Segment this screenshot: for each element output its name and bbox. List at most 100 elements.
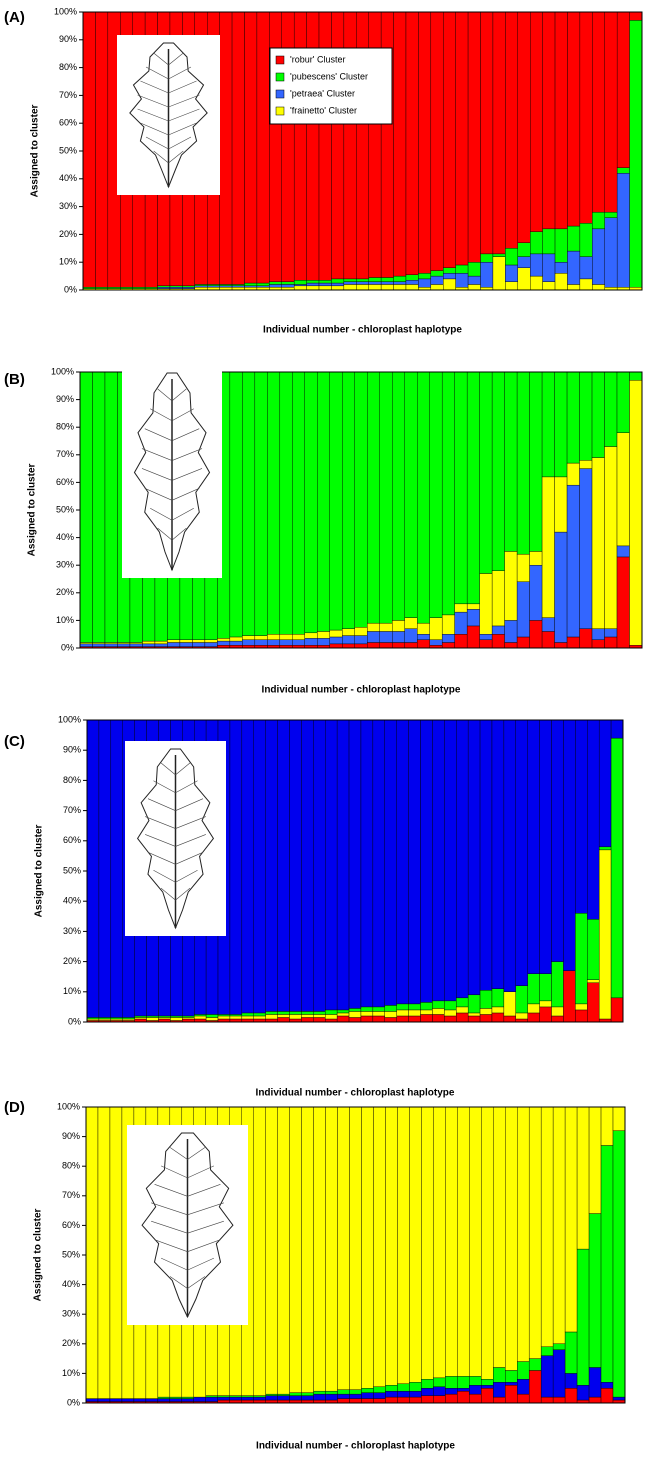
leaf-vein: [145, 66, 192, 80]
bar-segment: [279, 634, 293, 640]
y-tick-label: 40%: [59, 173, 77, 183]
bar-segment: [598, 846, 612, 851]
leaf-vein: [154, 1184, 221, 1197]
bar-segment: [517, 1379, 530, 1395]
bar-segment: [529, 551, 543, 566]
bar-segment: [393, 281, 407, 285]
leaf-vein: [145, 834, 206, 847]
bar-segment: [404, 642, 418, 649]
bar-segment: [104, 371, 118, 643]
bar-segment: [528, 1370, 542, 1404]
bar-segment: [479, 1014, 493, 1023]
bar-segment: [229, 371, 243, 638]
leaf-vein: [151, 1220, 224, 1234]
bar-segment: [530, 11, 543, 232]
bar-segment: [393, 275, 407, 282]
bar-segment: [393, 284, 407, 291]
bar-segment: [306, 280, 320, 284]
bar-segment: [392, 631, 405, 643]
bar-segment: [244, 285, 258, 288]
bar-segment: [454, 371, 468, 605]
bar-segment: [360, 1006, 374, 1012]
bar-segment: [405, 11, 419, 275]
bar-segment: [242, 639, 256, 646]
bar-segment: [493, 1382, 506, 1398]
bar-segment: [129, 643, 143, 647]
bar-segment: [588, 1396, 602, 1404]
bar-segment: [85, 1106, 99, 1399]
bar-segment: [541, 617, 555, 632]
bar-segment: [432, 1014, 445, 1023]
bar-segment: [466, 625, 480, 649]
bar-segment: [467, 1012, 481, 1017]
bar-segment: [313, 1017, 326, 1023]
bar-segment: [455, 264, 469, 274]
bar-segment: [579, 628, 593, 649]
bar-segment: [604, 371, 618, 447]
y-axis-label: Assigned to cluster: [27, 464, 38, 557]
bar-segment: [325, 1390, 338, 1395]
bar-segment: [616, 545, 630, 558]
bar-segment: [98, 1018, 112, 1021]
bar-segment: [418, 273, 432, 280]
bar-segment: [467, 994, 481, 1014]
leaf-vein: [157, 527, 187, 541]
bar-segment: [304, 371, 318, 634]
bar-segment: [134, 1017, 147, 1020]
bar-segment: [379, 622, 393, 632]
bar-segment: [480, 262, 494, 288]
bar-segment: [337, 1393, 350, 1399]
bar-segment: [492, 253, 506, 257]
bar-segment: [579, 371, 593, 461]
bar-segment: [528, 1358, 542, 1371]
bar-segment: [517, 11, 531, 243]
leaf-vein: [169, 1147, 206, 1160]
bar-segment: [454, 634, 468, 649]
legend-box: [269, 47, 393, 125]
bar-segment: [256, 282, 270, 287]
bar-segment: [313, 1106, 326, 1392]
bar-segment: [456, 719, 469, 999]
bar-segment: [444, 1009, 457, 1017]
leaf-vein: [137, 94, 200, 108]
bar-segment: [292, 371, 305, 635]
bar-segment: [253, 1106, 266, 1396]
bar-segment: [132, 287, 146, 289]
legend-label: 'pubescens' Cluster: [290, 71, 368, 81]
bar-segment: [146, 1015, 159, 1018]
bar-segment: [469, 1385, 482, 1395]
bar-segment: [179, 642, 193, 647]
bar-segment: [409, 1390, 422, 1398]
y-tick-label: 10%: [63, 986, 81, 996]
bar-segment: [430, 275, 444, 285]
bar-segment: [579, 256, 593, 280]
bar-segment: [592, 11, 605, 213]
bar-segment: [343, 281, 357, 285]
bar-segment: [193, 1015, 207, 1020]
bar-segment: [527, 719, 540, 974]
bar-segment: [421, 1395, 434, 1404]
bar-segment: [231, 11, 245, 285]
bar-segment: [331, 278, 345, 284]
bar-segment: [380, 281, 394, 285]
bar-segment: [356, 278, 369, 282]
bar-segment: [417, 634, 430, 640]
bar-segment: [479, 990, 493, 1009]
bar-segment: [529, 620, 543, 649]
bar-segment: [82, 11, 96, 288]
bar-segment: [343, 278, 357, 282]
bar-segment: [329, 636, 343, 645]
bar-segment: [167, 639, 181, 643]
leaf-vein: [150, 507, 194, 521]
panel-label: (C): [4, 733, 25, 750]
bar-segment: [325, 1014, 338, 1020]
bar-segment: [629, 20, 643, 288]
bar-segment: [104, 643, 118, 647]
bar-segment: [265, 1014, 278, 1020]
bar-segment: [109, 1398, 123, 1402]
bar-segment: [579, 278, 593, 291]
bar-segment: [379, 631, 393, 643]
bar-segment: [289, 1392, 302, 1396]
bar-segment: [329, 643, 343, 649]
bar-segment: [444, 719, 457, 1002]
